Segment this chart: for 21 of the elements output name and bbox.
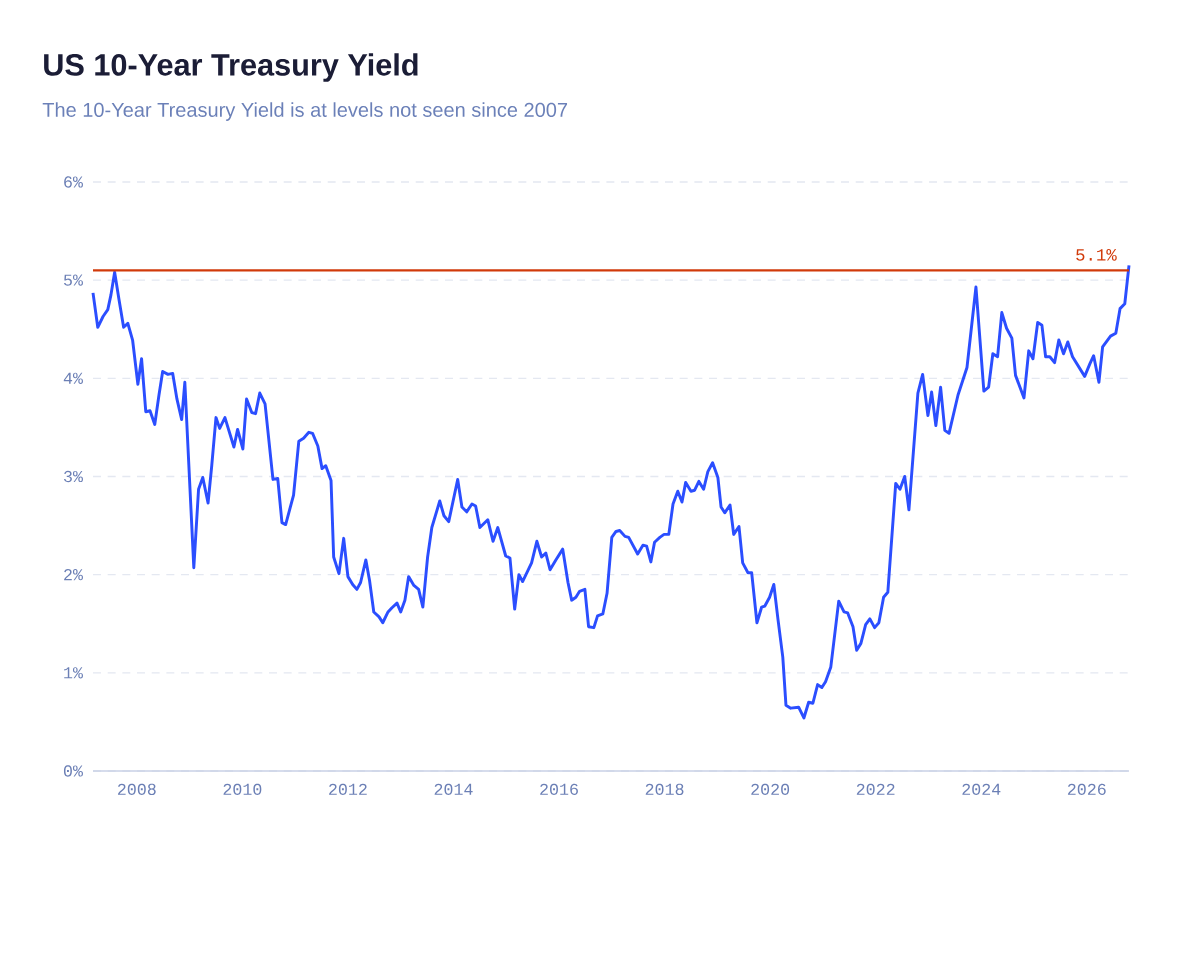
y-tick-label: 5% bbox=[64, 274, 83, 286]
y-tick-label: 3% bbox=[64, 470, 83, 483]
ref-line-label: 5.1% bbox=[1076, 249, 1117, 261]
x-tick-label: 2008 bbox=[117, 783, 156, 796]
y-tick-label: 0% bbox=[63, 765, 83, 777]
y-tick-label: 6% bbox=[64, 176, 83, 188]
x-tick-label: 2024 bbox=[962, 783, 1001, 796]
chart-subtitle: The 10-Year Treasury Yield is at levels not seen since 2007 bbox=[42, 102, 568, 121]
x-tick-label: 2020 bbox=[751, 783, 790, 796]
y-tick-label: 2% bbox=[64, 569, 83, 581]
x-tick-label: 2010 bbox=[223, 783, 262, 796]
x-tick-label: 2012 bbox=[329, 783, 367, 796]
y-tick-label: 1% bbox=[64, 667, 83, 679]
x-tick-label: 2026 bbox=[1067, 783, 1106, 796]
y-tick-label: 4% bbox=[63, 372, 83, 384]
x-tick-label: 2014 bbox=[434, 783, 473, 796]
line-series bbox=[91, 263, 1131, 720]
chart-title: US 10-Year Treasury Yield bbox=[44, 53, 418, 82]
x-tick-label: 2016 bbox=[540, 783, 578, 796]
x-tick-label: 2022 bbox=[856, 783, 895, 796]
x-tick-label: 2018 bbox=[645, 783, 684, 796]
